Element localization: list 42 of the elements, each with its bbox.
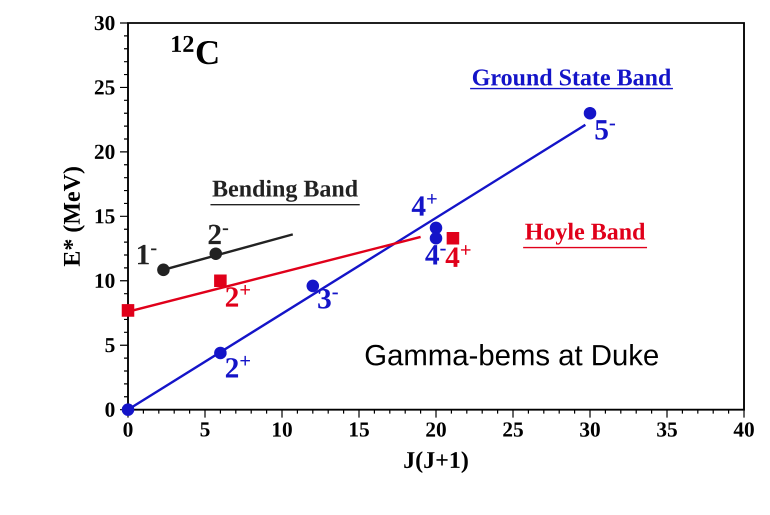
point bbox=[214, 346, 227, 360]
x-axis-title: J(J+1) bbox=[404, 451, 468, 474]
text: Hoyle Band bbox=[525, 222, 646, 245]
y-tick-label: 20 bbox=[94, 144, 114, 160]
x-tick-label: 0 bbox=[123, 422, 133, 437]
point bbox=[306, 280, 320, 292]
annotation: 4$^{-}$ bbox=[425, 245, 446, 264]
x-tick-label: 5 bbox=[200, 422, 210, 437]
x-tick-label: 20 bbox=[426, 422, 446, 437]
point bbox=[210, 247, 222, 260]
point bbox=[584, 106, 596, 120]
annotation: 5$^{-}$ bbox=[595, 120, 616, 140]
y-tick-label: 25 bbox=[94, 80, 115, 95]
series-label: Bending Band bbox=[212, 180, 358, 202]
y-tick-label: 30 bbox=[94, 16, 114, 30]
point bbox=[122, 403, 134, 416]
point bbox=[157, 264, 170, 276]
annotation: Gamma-bems at Duke bbox=[366, 344, 658, 366]
point bbox=[122, 304, 134, 317]
annotation: 2$^{+}$ bbox=[226, 285, 250, 307]
annotation: 4$^{+}$ bbox=[446, 245, 470, 267]
x-tick-label: 15 bbox=[350, 422, 369, 437]
y-tick-label: 0 bbox=[105, 402, 114, 417]
annotation: 2$^{+}$ bbox=[226, 356, 250, 378]
point bbox=[430, 232, 442, 245]
x-tick-label: 40 bbox=[734, 422, 754, 437]
annotation: $^{12}$C bbox=[172, 36, 218, 64]
y-tick-label: 15 bbox=[96, 209, 115, 224]
point bbox=[446, 232, 460, 245]
annotation: 2$^{-}$ bbox=[208, 224, 228, 244]
x-tick-label: 10 bbox=[273, 422, 292, 437]
y-axis-title: E* (MeV) bbox=[63, 167, 85, 266]
point bbox=[214, 274, 227, 288]
annotation: 1$^{-}$ bbox=[138, 244, 156, 264]
x-tick-label: 35 bbox=[657, 422, 677, 437]
annotation: 4$^{+}$ bbox=[412, 194, 437, 216]
x-tick-label: 30 bbox=[580, 422, 600, 437]
y-tick-label: 10 bbox=[96, 274, 114, 288]
y-tick-label: 5 bbox=[105, 338, 115, 352]
point bbox=[430, 222, 442, 234]
x-tick-label: 25 bbox=[503, 422, 523, 437]
series-label: Ground State Band bbox=[472, 68, 672, 86]
